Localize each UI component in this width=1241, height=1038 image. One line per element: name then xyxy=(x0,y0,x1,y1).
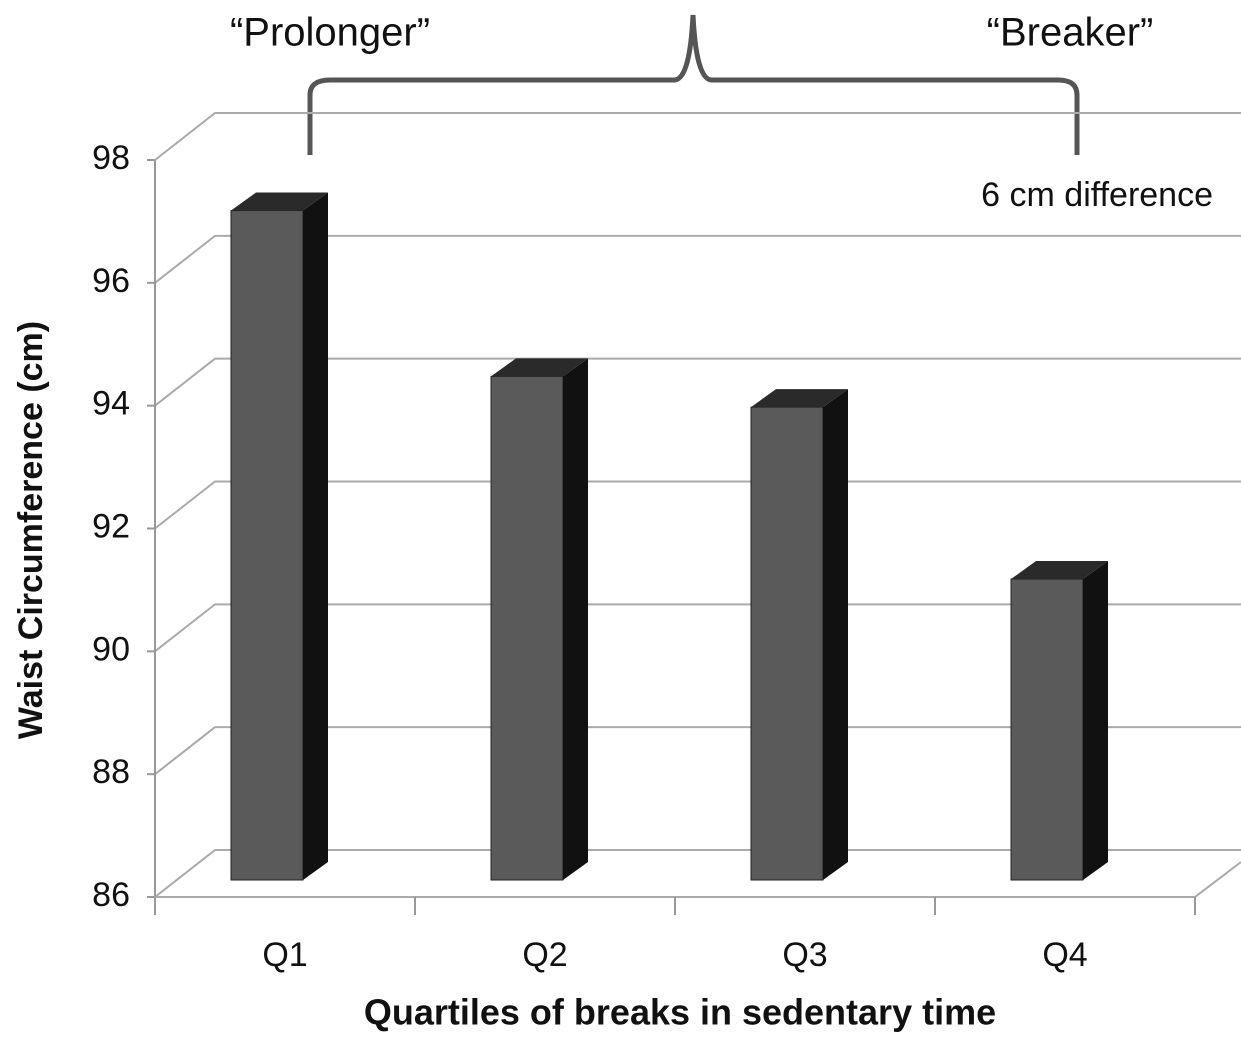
bar xyxy=(750,389,848,881)
annotation: 6 cm difference xyxy=(981,176,1213,214)
x-tick-label: Q2 xyxy=(522,936,567,974)
grid-line xyxy=(154,849,1241,898)
annotation: “Prolonger” xyxy=(230,11,430,55)
bar-front xyxy=(230,210,304,881)
x-tick-label: Q3 xyxy=(782,936,827,974)
bar-top xyxy=(231,192,328,211)
y-tick-label: 96 xyxy=(92,262,130,300)
bar xyxy=(230,192,328,881)
bar xyxy=(490,358,588,881)
grid-line xyxy=(154,234,1241,284)
bar-front xyxy=(1010,578,1084,881)
x-tick-label: Q1 xyxy=(262,936,307,974)
bar-side xyxy=(303,192,328,880)
x-tick-label: Q4 xyxy=(1042,936,1087,974)
brace xyxy=(307,14,1080,155)
annotation: “Breaker” xyxy=(987,11,1154,55)
grid-line xyxy=(154,112,1241,161)
x-axis-label: Quartiles of breaks in sedentary time xyxy=(364,992,996,1033)
bar-front xyxy=(750,406,824,881)
grid-line xyxy=(154,726,1241,775)
y-axis-label: Waist Circumference (cm) xyxy=(12,321,50,739)
bar xyxy=(1010,561,1108,881)
bar-front xyxy=(490,375,564,881)
bar-top xyxy=(491,358,588,377)
grid-line xyxy=(154,480,1241,530)
bar-side xyxy=(1083,561,1108,880)
bar-top xyxy=(751,389,848,408)
y-tick-label: 94 xyxy=(92,385,130,423)
y-tick-label: 92 xyxy=(92,507,130,545)
y-tick-label: 90 xyxy=(92,630,130,668)
bar-side xyxy=(563,358,588,881)
grid-line xyxy=(154,603,1241,653)
grid-line xyxy=(154,357,1241,407)
y-tick-label: 98 xyxy=(92,139,130,177)
bar-side xyxy=(823,389,848,880)
y-tick-label: 86 xyxy=(92,876,130,914)
bar-top xyxy=(1011,561,1108,580)
y-tick-label: 88 xyxy=(92,753,130,791)
